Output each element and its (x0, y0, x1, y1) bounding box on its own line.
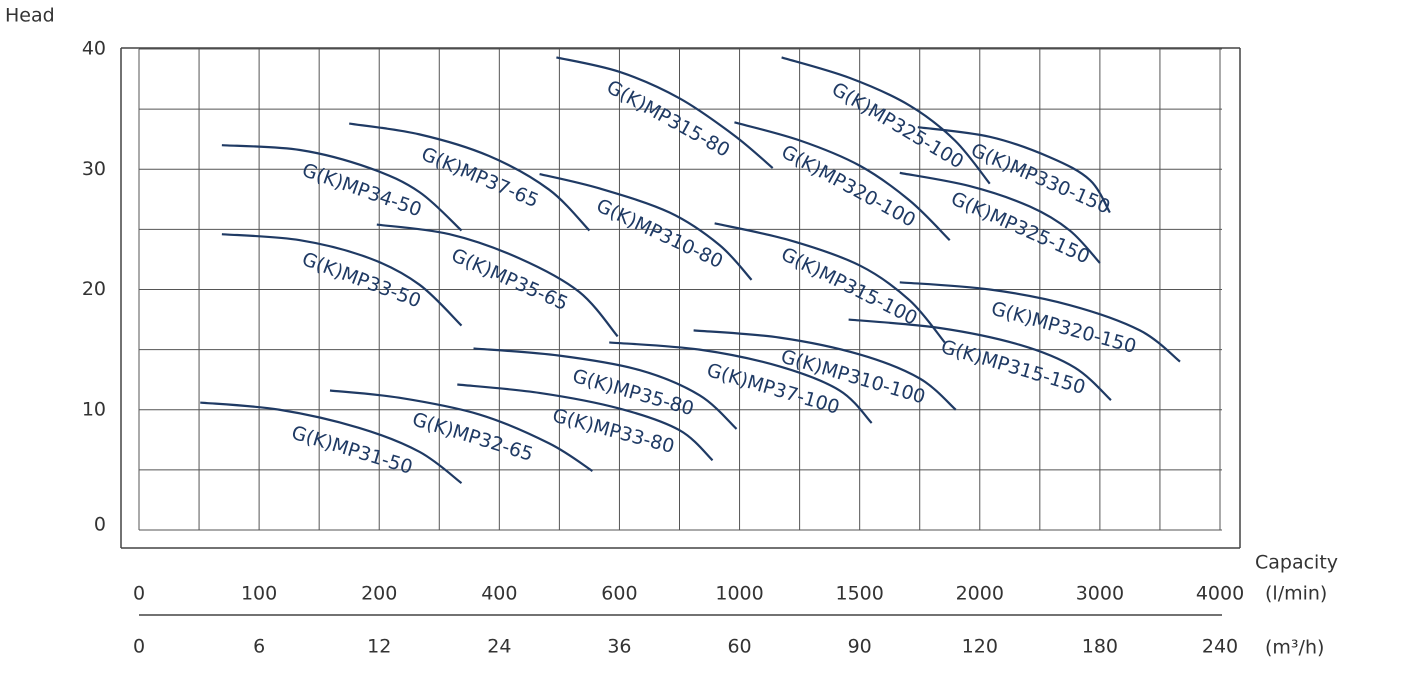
y-tick-label: 0 (94, 514, 106, 536)
x2-tick-label: 180 (1082, 636, 1118, 658)
x2-tick-label: 60 (727, 636, 751, 658)
curve-label: G(K)MP315-100 (777, 243, 920, 329)
y-tick-label: 20 (82, 278, 106, 300)
pump-curve (539, 172, 753, 281)
x-unit: (l/min) (1265, 583, 1327, 605)
x2-tick-label: 120 (962, 636, 998, 658)
x-tick-label: 0 (133, 583, 145, 605)
pump-curve (473, 347, 738, 430)
x-tick-label: 1000 (715, 583, 763, 605)
pump-curve (917, 126, 1111, 214)
x-tick-label: 600 (601, 583, 637, 605)
pump-curve (848, 318, 1112, 401)
x2-tick-label: 6 (253, 636, 265, 658)
curve-label: G(K)MP320-150 (989, 298, 1139, 358)
curve-label: G(K)MP33-50 (299, 248, 424, 312)
pump-curve (899, 171, 1101, 264)
y-axis-label: Head (5, 5, 55, 27)
pump-curve (714, 222, 946, 344)
curve-label: G(K)MP315-150 (938, 336, 1087, 399)
pump-curve (200, 401, 463, 484)
x2-tick-label: 240 (1202, 636, 1238, 658)
x2-unit: (m³/h) (1265, 637, 1324, 659)
pump-curve (609, 341, 873, 424)
x-tick-label: 2000 (956, 583, 1004, 605)
pump-curve (349, 122, 591, 232)
x2-tick-label: 90 (848, 636, 872, 658)
x-tick-label: 400 (481, 583, 517, 605)
x2-tick-label: 0 (133, 636, 145, 658)
x-tick-label: 4000 (1196, 583, 1244, 605)
pump-curve (693, 329, 957, 411)
x-tick-label: 1500 (835, 583, 883, 605)
pump-curve (734, 121, 951, 241)
pump-curve (899, 281, 1181, 363)
x-tick-label: 100 (241, 583, 277, 605)
pump-curve (781, 56, 991, 185)
pump-curve (221, 233, 463, 327)
x2-tick-label: 24 (487, 636, 511, 658)
x2-tick-label: 36 (607, 636, 631, 658)
y-tick-label: 30 (82, 158, 106, 180)
pump-curve (376, 223, 619, 338)
y-tick-label: 10 (82, 398, 106, 420)
pump-curve (457, 383, 714, 462)
pump-curve (556, 56, 774, 169)
x-tick-label: 3000 (1076, 583, 1124, 605)
y-tick-label: 40 (82, 38, 106, 60)
pump-curve (221, 144, 463, 232)
x-axis-label: Capacity (1255, 552, 1338, 574)
curve-label: G(K)MP320-100 (778, 141, 920, 232)
curve-label: G(K)MP34-50 (299, 159, 424, 221)
pump-curve (329, 389, 594, 473)
curve-label: G(K)MP33-80 (550, 405, 677, 458)
x-tick-label: 200 (361, 583, 397, 605)
curve-label: G(K)MP315-80 (603, 76, 734, 162)
x2-tick-label: 12 (367, 636, 391, 658)
